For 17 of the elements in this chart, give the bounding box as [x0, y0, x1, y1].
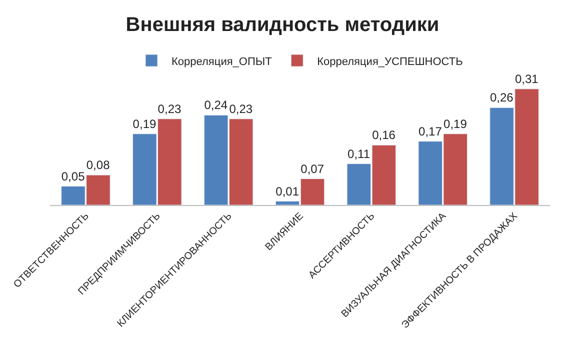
data-label: 0,26: [490, 90, 514, 105]
data-label: 0,11: [348, 146, 370, 161]
data-label: 0,23: [229, 102, 253, 116]
data-label: 0,08: [86, 158, 110, 172]
data-label: 0,07: [300, 162, 324, 176]
chart-title: Внешняя валидность методики: [126, 14, 440, 36]
legend-label: Корреляция_УСПЕШНОСТЬ: [317, 56, 463, 68]
legend-label: Корреляция_ОПЫТ: [172, 56, 272, 68]
data-label: 0,19: [444, 116, 468, 131]
data-label: 0,17: [418, 124, 442, 138]
data-label: 0,01: [276, 184, 300, 198]
data-label: 0,24: [204, 98, 228, 112]
data-label: 0,19: [132, 116, 156, 131]
data-label: 0,23: [158, 102, 182, 116]
data-label: 0,05: [61, 169, 86, 184]
data-label: 0,16: [372, 128, 396, 142]
data-label: 0,31: [514, 72, 539, 86]
